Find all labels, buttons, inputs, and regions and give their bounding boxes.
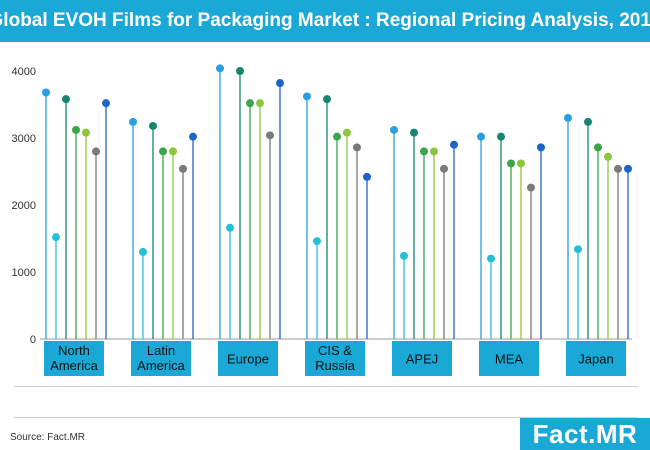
data-point [323, 95, 331, 104]
data-point [313, 237, 321, 246]
legend-border [14, 386, 638, 418]
data-point [584, 117, 592, 126]
data-point [159, 147, 167, 156]
data-point [82, 128, 90, 137]
data-point [266, 131, 274, 140]
category-box [479, 341, 539, 376]
chart-title: Global EVOH Films for Packaging Market :… [0, 10, 650, 31]
y-tick-label: 1000 [12, 267, 36, 279]
category-box [305, 341, 365, 376]
brand-logo: Fact. MR [520, 418, 650, 450]
y-tick-label: 0 [30, 334, 36, 346]
data-point [179, 164, 187, 173]
data-point [343, 128, 351, 137]
category-box [131, 341, 191, 376]
data-point [92, 147, 100, 156]
data-point [450, 140, 458, 149]
title-bar: Global EVOH Films for Packaging Market :… [0, 0, 650, 42]
brand-dot: . [588, 418, 596, 449]
data-point [246, 99, 254, 108]
data-point [129, 117, 137, 126]
data-point [169, 147, 177, 156]
data-point [390, 125, 398, 134]
brand-suffix: MR [595, 418, 638, 449]
category-label: Japan [578, 352, 613, 367]
data-point [517, 159, 525, 168]
category-label: APEJ [406, 352, 439, 367]
data-point [614, 164, 622, 173]
category-label: MEA [495, 352, 524, 367]
data-point [487, 254, 495, 263]
data-point [102, 99, 110, 108]
data-point [189, 132, 197, 141]
data-point [276, 79, 284, 88]
data-point [256, 99, 264, 108]
data-point [333, 132, 341, 141]
category-label: North [58, 343, 90, 358]
data-point [353, 143, 361, 152]
y-tick-label: 3000 [12, 133, 36, 145]
data-point [72, 125, 80, 134]
data-point [139, 247, 147, 256]
category-label: Russia [315, 358, 356, 373]
category-label: Europe [227, 352, 269, 367]
category-label: America [137, 358, 185, 373]
data-point [303, 92, 311, 101]
data-point [226, 223, 234, 232]
data-point [149, 121, 157, 130]
data-point [363, 172, 371, 181]
data-point [624, 164, 632, 173]
data-point [216, 64, 224, 73]
category-box [44, 341, 104, 376]
chart-area: 01000200030004000NorthAmericaLatinAmeric… [12, 64, 632, 376]
category-box [218, 341, 278, 376]
data-point [594, 143, 602, 152]
data-point [537, 143, 545, 152]
data-point [42, 88, 50, 97]
data-point [52, 233, 60, 242]
data-point [477, 132, 485, 141]
category-box [392, 341, 452, 376]
data-point [420, 147, 428, 156]
category-box [566, 341, 626, 376]
data-point [527, 183, 535, 192]
data-point [236, 67, 244, 75]
data-point [574, 245, 582, 254]
data-point [400, 251, 408, 260]
category-label: CIS & [318, 343, 352, 358]
y-tick-label: 4000 [12, 66, 36, 78]
brand-name: Fact [532, 418, 589, 449]
data-point [507, 159, 515, 168]
category-label: America [50, 358, 98, 373]
data-point [62, 95, 70, 104]
y-tick-label: 2000 [12, 200, 36, 212]
source-note: Source: Fact.MR [10, 432, 86, 443]
data-point [604, 152, 612, 161]
data-point [410, 128, 418, 137]
data-point [497, 132, 505, 141]
data-point [430, 147, 438, 156]
data-point [440, 164, 448, 173]
data-point [564, 113, 572, 122]
category-label: Latin [147, 343, 175, 358]
